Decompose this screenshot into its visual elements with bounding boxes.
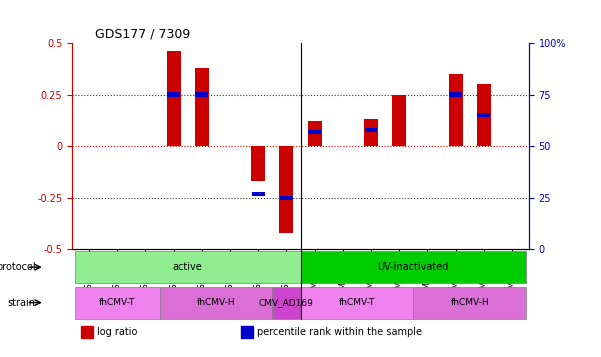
Text: CMV_AD169: CMV_AD169 (259, 298, 314, 307)
Bar (252, 192, 264, 196)
FancyBboxPatch shape (75, 287, 159, 318)
FancyBboxPatch shape (159, 287, 272, 318)
FancyBboxPatch shape (413, 287, 526, 318)
Text: log ratio: log ratio (97, 327, 138, 337)
Text: GDS177 / 7309: GDS177 / 7309 (95, 27, 190, 40)
Bar (477, 84, 491, 146)
Bar (280, 196, 293, 200)
Bar (308, 121, 322, 146)
Bar (364, 119, 378, 146)
Bar (448, 74, 463, 146)
Text: percentile rank within the sample: percentile rank within the sample (257, 327, 422, 337)
Text: protocol: protocol (0, 262, 35, 272)
Text: fhCMV-T: fhCMV-T (339, 298, 375, 307)
Bar (308, 130, 321, 134)
Bar (241, 326, 252, 338)
Text: UV-inactivated: UV-inactivated (377, 262, 449, 272)
FancyBboxPatch shape (272, 287, 300, 318)
FancyBboxPatch shape (75, 251, 300, 283)
Text: fhCMV-H: fhCMV-H (450, 298, 489, 307)
Bar (167, 92, 180, 96)
Bar (195, 67, 209, 146)
Bar (449, 92, 462, 96)
Bar (81, 326, 93, 338)
Text: strain: strain (8, 298, 35, 308)
Text: active: active (173, 262, 203, 272)
Bar (251, 146, 265, 181)
Bar (392, 95, 406, 146)
FancyBboxPatch shape (300, 287, 413, 318)
Bar (365, 127, 377, 132)
FancyBboxPatch shape (300, 251, 526, 283)
Bar (195, 92, 208, 96)
Bar (166, 51, 181, 146)
Bar (477, 113, 490, 117)
Bar (279, 146, 293, 233)
Text: fhCMV-H: fhCMV-H (197, 298, 235, 307)
Text: fhCMV-T: fhCMV-T (99, 298, 135, 307)
